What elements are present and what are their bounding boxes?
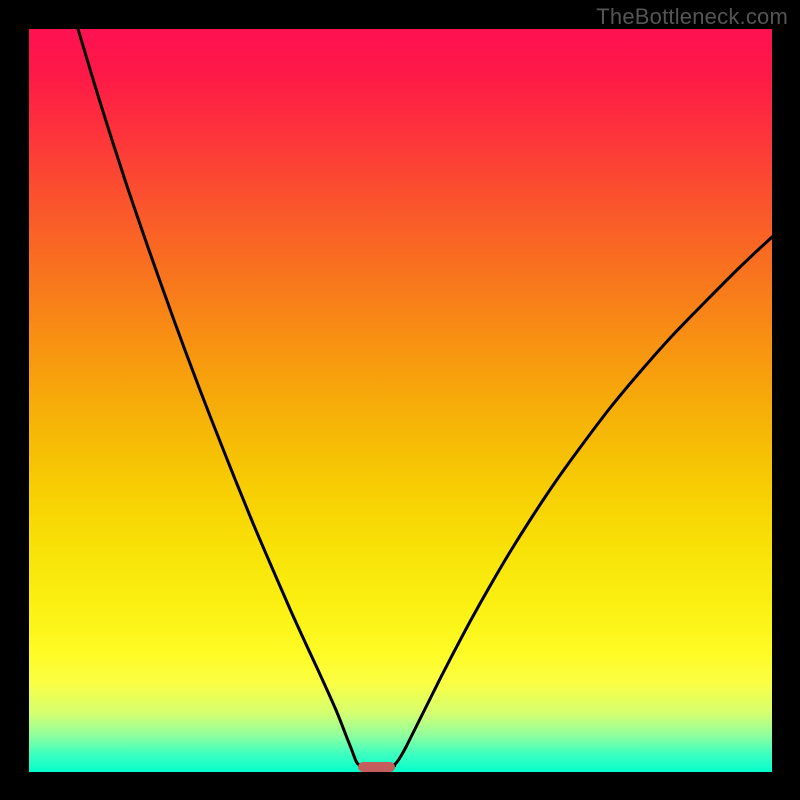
watermark-text: TheBottleneck.com xyxy=(596,4,788,30)
bottleneck-chart xyxy=(0,0,800,800)
chart-canvas: TheBottleneck.com xyxy=(0,0,800,800)
plot-background xyxy=(29,29,772,772)
optimal-indicator xyxy=(358,762,395,772)
